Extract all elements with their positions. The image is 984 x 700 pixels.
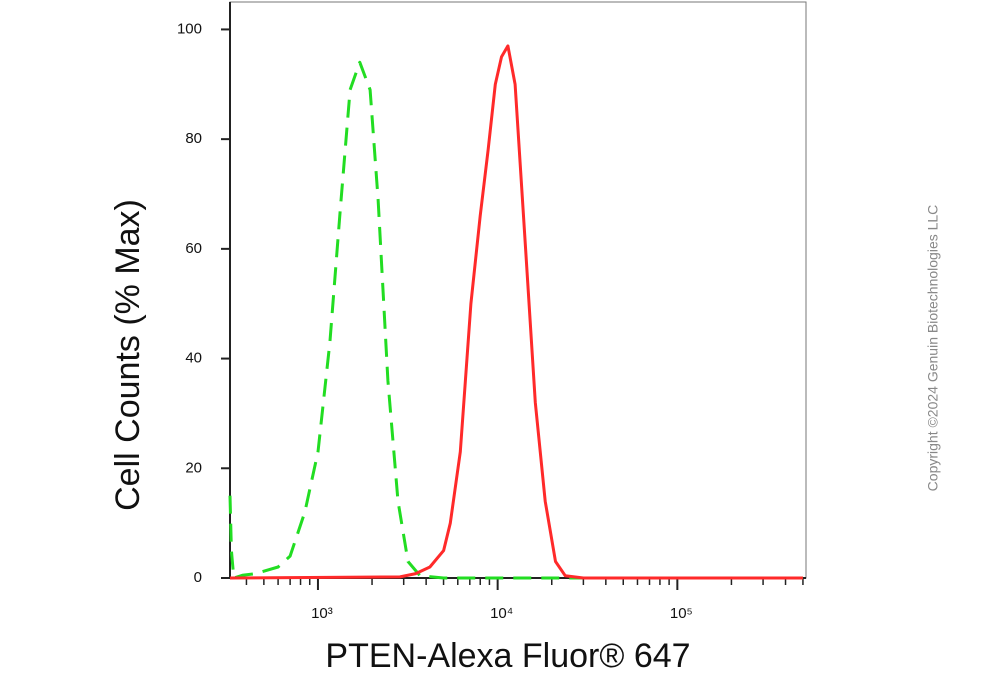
y-tick-label: 80 xyxy=(185,130,202,147)
copyright: Copyright ©2024 Genuin Biotechnologies L… xyxy=(925,205,941,492)
x-tick-label: 10⁵ xyxy=(670,605,693,622)
y-tick-label: 100 xyxy=(177,20,202,37)
x-tick-label: 10³ xyxy=(311,605,333,622)
x-tick-label: 10⁴ xyxy=(490,605,513,622)
plot-frame xyxy=(229,1,807,579)
y-tick-label: 40 xyxy=(185,350,202,367)
y-tick-label: 0 xyxy=(194,569,202,586)
series-line xyxy=(229,44,803,580)
y-tick-label: 60 xyxy=(185,240,202,257)
y-tick-label: 20 xyxy=(185,459,202,476)
series-line xyxy=(228,60,803,580)
y-axis-label: Cell Counts (% Max) xyxy=(109,199,147,511)
x-axis-label: PTEN-Alexa Fluor® 647 xyxy=(325,637,690,675)
